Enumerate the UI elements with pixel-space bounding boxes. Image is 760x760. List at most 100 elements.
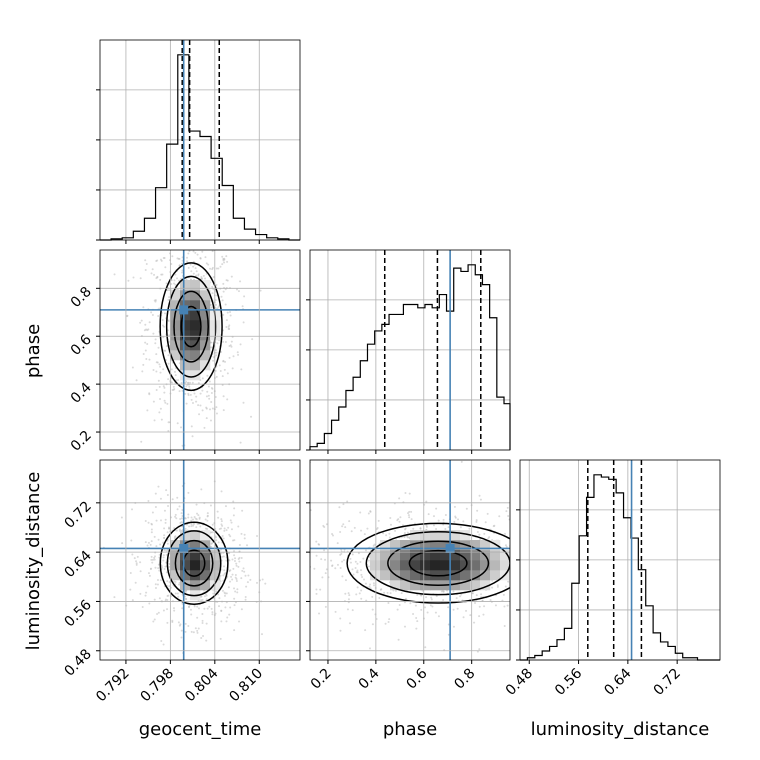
sample-point: [135, 563, 138, 566]
density-cell: [200, 330, 211, 341]
sample-point: [164, 518, 167, 521]
sample-point: [151, 511, 154, 514]
sample-point: [347, 598, 350, 601]
sample-point: [476, 509, 479, 512]
sample-point: [360, 573, 363, 576]
sample-point: [166, 608, 169, 611]
sample-point: [184, 595, 187, 598]
sample-point: [178, 257, 181, 260]
sample-point: [162, 257, 165, 260]
sample-point: [242, 401, 245, 404]
density-cell: [390, 580, 401, 591]
sample-point: [380, 588, 383, 591]
sample-point: [198, 516, 201, 519]
sample-point: [162, 368, 165, 371]
sample-point: [216, 510, 219, 513]
sample-point: [192, 524, 195, 527]
sample-point: [239, 343, 242, 346]
sample-point: [425, 525, 428, 528]
sample-point: [503, 605, 506, 608]
sample-point: [492, 525, 495, 528]
sample-point: [437, 615, 440, 618]
sample-point: [148, 392, 151, 395]
sample-point: [180, 512, 183, 515]
sample-point: [205, 598, 208, 601]
sample-point: [236, 588, 239, 591]
sample-point: [371, 608, 374, 611]
sample-point: [191, 518, 194, 521]
sample-point: [165, 345, 168, 348]
sample-point: [400, 592, 403, 595]
sample-point: [155, 277, 158, 280]
sample-point: [178, 505, 181, 508]
sample-point: [212, 276, 215, 279]
sample-point: [432, 524, 435, 527]
sample-point: [222, 258, 225, 261]
sample-point: [196, 616, 199, 619]
sample-point: [389, 592, 392, 595]
sample-point: [313, 567, 316, 570]
sample-point: [153, 555, 156, 558]
sample-point: [318, 543, 321, 546]
sample-point: [155, 370, 158, 373]
density-cell: [500, 560, 510, 571]
sample-point: [427, 513, 430, 516]
density-cell: [500, 550, 510, 561]
sample-point: [175, 529, 178, 532]
sample-point: [409, 602, 412, 605]
sample-point: [473, 621, 476, 624]
sample-point: [154, 586, 157, 589]
sample-point: [194, 251, 197, 254]
sample-point: [215, 375, 218, 378]
sample-point: [228, 327, 231, 330]
sample-point: [190, 516, 193, 519]
sample-point: [220, 518, 223, 521]
sample-point: [159, 543, 162, 546]
sample-point: [403, 625, 406, 628]
sample-point: [180, 629, 183, 632]
density-cell: [170, 540, 181, 551]
sample-point: [155, 519, 158, 522]
sample-point: [506, 604, 509, 607]
sample-point: [483, 532, 486, 535]
sample-point: [162, 324, 165, 327]
sample-point: [185, 380, 188, 383]
sample-point: [184, 392, 187, 395]
sample-point: [233, 507, 236, 510]
sample-point: [173, 609, 176, 612]
sample-point: [193, 392, 196, 395]
sample-point: [167, 504, 170, 507]
sample-point: [129, 572, 132, 575]
density-cell: [200, 570, 211, 581]
sample-point: [452, 625, 455, 628]
density-cell: [430, 550, 441, 561]
sample-point: [334, 610, 337, 613]
sample-point: [165, 571, 168, 574]
sample-point: [165, 553, 168, 556]
sample-point: [506, 506, 509, 509]
sample-point: [181, 508, 184, 511]
sample-point: [315, 588, 318, 591]
sample-point: [199, 257, 202, 260]
density-cell: [420, 550, 431, 561]
sample-point: [396, 608, 399, 611]
sample-point: [204, 518, 207, 521]
sample-point: [159, 397, 162, 400]
density-cell: [410, 530, 421, 541]
sample-point: [144, 349, 147, 352]
sample-point: [239, 441, 242, 444]
sample-point: [199, 392, 202, 395]
sample-point: [238, 544, 241, 547]
sample-point: [171, 381, 174, 384]
sample-point: [351, 568, 354, 571]
sample-point: [159, 365, 162, 368]
density-cell: [180, 350, 191, 361]
density-cell: [180, 360, 191, 371]
sample-point: [187, 394, 190, 397]
density-cell: [400, 540, 411, 551]
sample-point: [356, 586, 359, 589]
panel-frame: [99, 39, 301, 241]
sample-point: [342, 503, 345, 506]
density-cell: [170, 350, 181, 361]
sample-point: [357, 552, 360, 555]
